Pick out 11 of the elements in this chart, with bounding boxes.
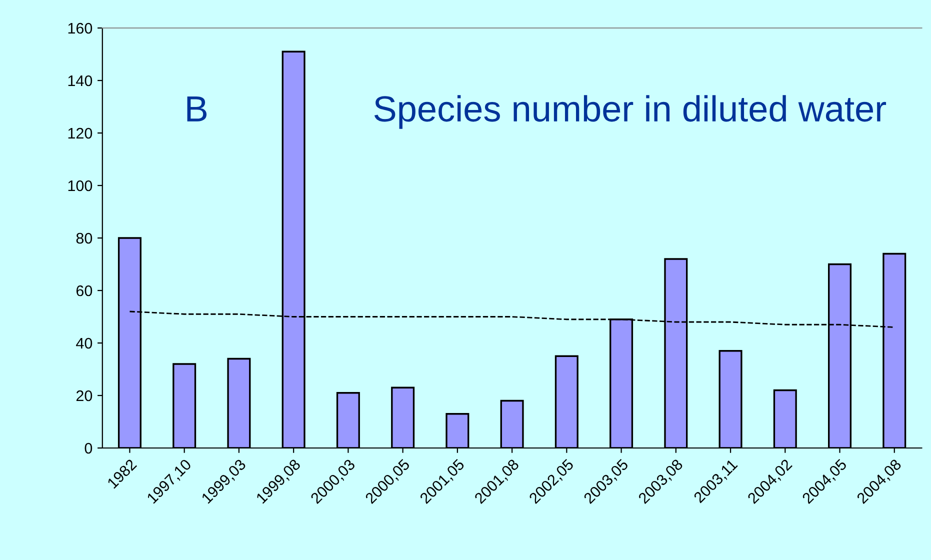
y-tick-label: 0	[84, 442, 92, 454]
y-tick-label: 20	[76, 390, 92, 402]
y-tick-label: 80	[76, 232, 92, 244]
annotation: Species number in diluted water	[374, 95, 886, 129]
y-tick-label: 40	[76, 338, 92, 349]
y-tick-label: 100	[68, 180, 92, 192]
y-tick-label: 160	[68, 22, 92, 34]
annotation: B	[187, 96, 207, 122]
y-tick-label: 60	[76, 285, 92, 296]
y-tick-label: 140	[68, 75, 92, 86]
y-tick-label: 120	[68, 128, 92, 139]
